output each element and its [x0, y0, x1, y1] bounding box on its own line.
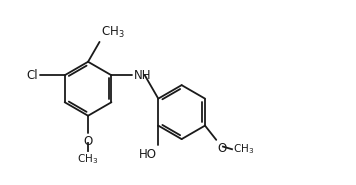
Text: O: O	[218, 142, 227, 155]
Text: CH$_3$: CH$_3$	[78, 152, 99, 166]
Text: CH$_3$: CH$_3$	[101, 25, 124, 40]
Text: Cl: Cl	[27, 69, 38, 82]
Text: CH$_3$: CH$_3$	[233, 142, 254, 156]
Text: HO: HO	[138, 148, 156, 161]
Text: NH: NH	[134, 69, 151, 82]
Text: O: O	[83, 135, 93, 148]
